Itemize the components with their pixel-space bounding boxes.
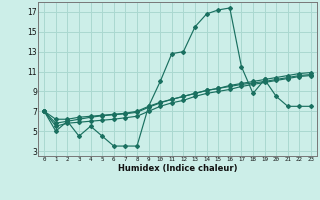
X-axis label: Humidex (Indice chaleur): Humidex (Indice chaleur): [118, 164, 237, 173]
